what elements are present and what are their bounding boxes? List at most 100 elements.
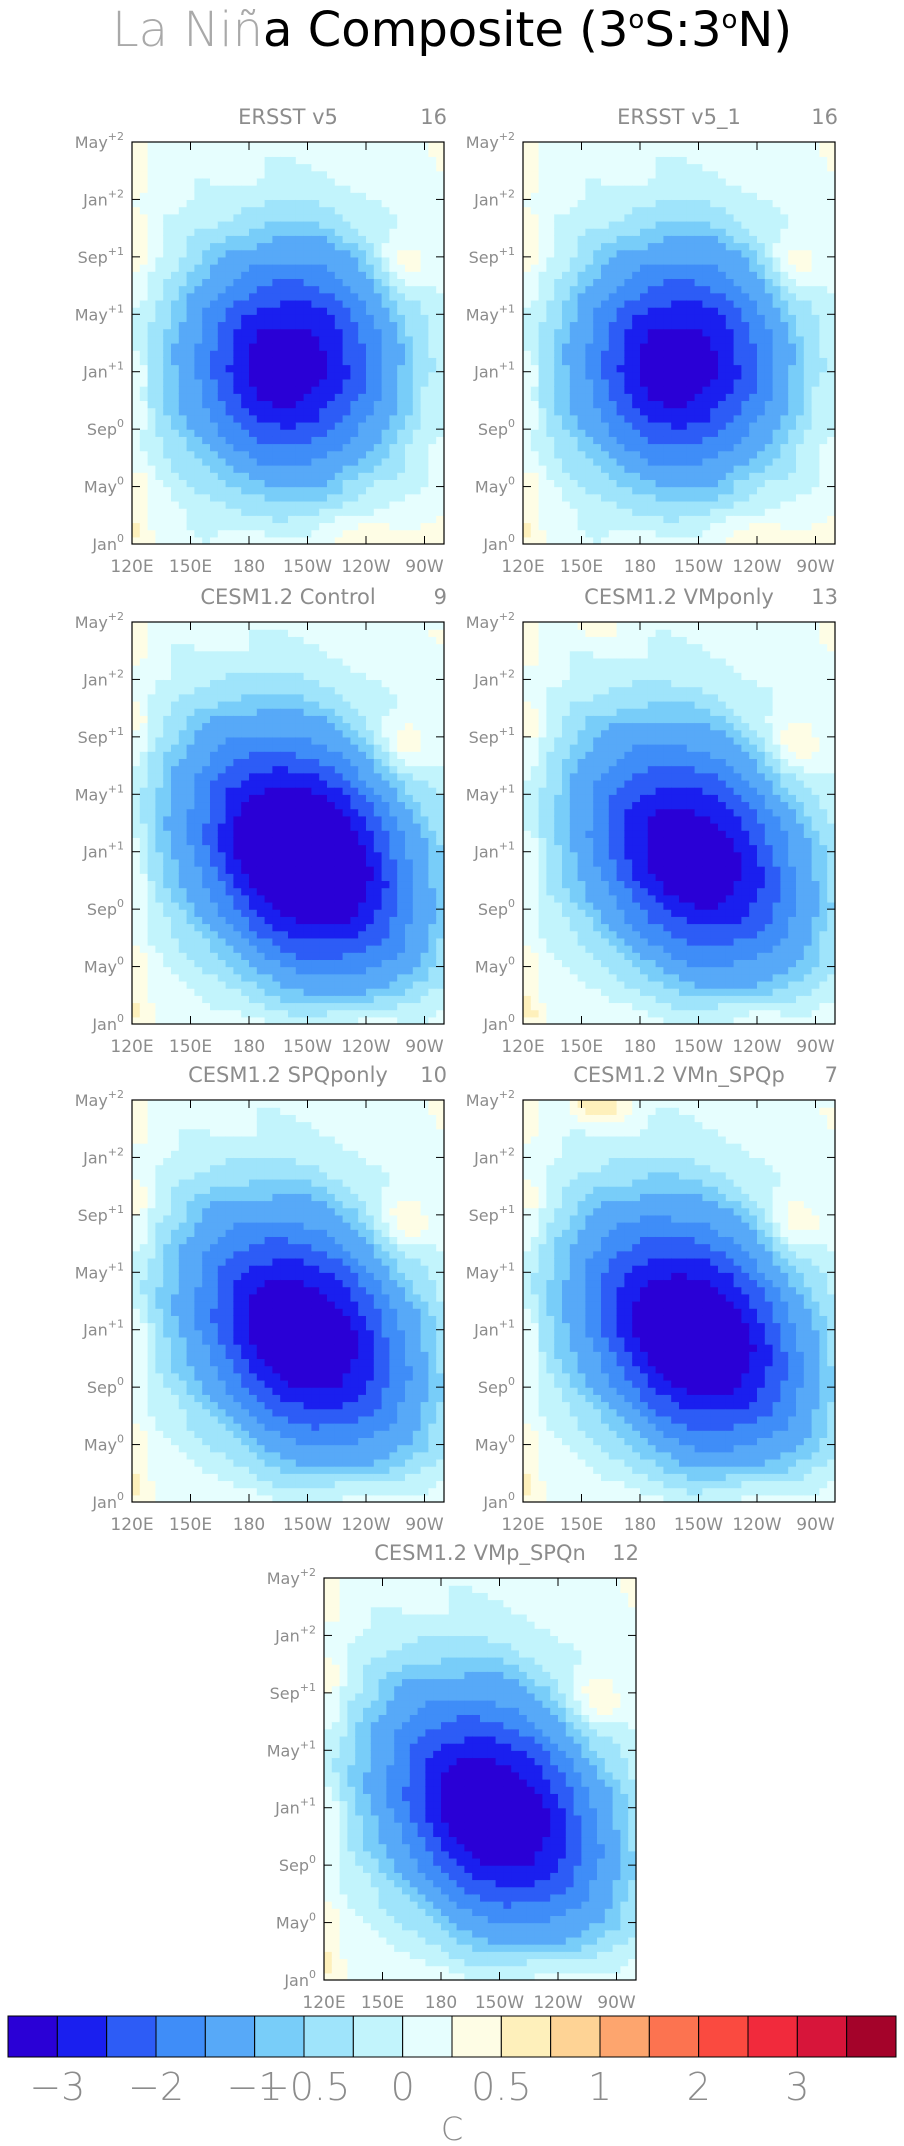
heatmap-cell [554, 213, 563, 222]
heatmap-cell [217, 256, 227, 265]
heatmap-cell [655, 515, 664, 524]
heatmap-cell [241, 529, 250, 538]
heatmap-cell [280, 249, 289, 258]
heatmap-cell [718, 536, 727, 545]
heatmap-cell [171, 335, 180, 344]
heatmap-cell [264, 278, 273, 287]
heatmap-cell [601, 500, 610, 509]
heatmap-cell [241, 314, 250, 323]
heatmap-cell [694, 185, 703, 193]
heatmap-cell [171, 1002, 180, 1011]
heatmap-cell [554, 335, 563, 344]
heatmap-cell [702, 163, 711, 172]
heatmap-cell [718, 386, 727, 394]
heatmap-cell [256, 386, 266, 394]
heatmap-cell [171, 686, 180, 695]
heatmap-cell [671, 292, 680, 301]
heatmap-cell [686, 536, 696, 545]
heatmap-cell [132, 264, 141, 272]
heatmap-cell [803, 522, 813, 531]
heatmap-cell [155, 622, 164, 630]
heatmap-cell [280, 493, 289, 502]
heatmap-cell [710, 149, 719, 157]
heatmap-cell [163, 479, 172, 488]
heatmap-cell [725, 436, 735, 445]
heatmap-cell [585, 350, 594, 358]
heatmap-cell [554, 220, 563, 229]
heatmap-cell [679, 493, 688, 502]
heatmap-cell [632, 386, 641, 394]
heatmap-cell [780, 529, 789, 538]
heatmap-cell [217, 177, 227, 186]
heatmap-cell [819, 472, 828, 480]
heatmap-cell [272, 465, 281, 473]
heatmap-cell [217, 213, 227, 222]
heatmap-cell [373, 156, 383, 165]
heatmap-cell [272, 378, 281, 387]
heatmap-cell [608, 235, 618, 244]
heatmap-cell [710, 465, 719, 473]
heatmap-cell [546, 472, 555, 480]
heatmap-cell [147, 679, 156, 688]
heatmap-cell [327, 465, 336, 473]
heatmap-cell [155, 479, 164, 488]
heatmap-cell [389, 199, 398, 208]
heatmap-cell [655, 328, 664, 337]
heatmap-cell [686, 256, 696, 265]
heatmap-cell [608, 220, 618, 229]
heatmap-cell [264, 206, 273, 215]
heatmap-cell [694, 386, 703, 394]
heatmap-cell [319, 515, 328, 524]
heatmap-cell [155, 457, 164, 466]
heatmap-cell [554, 156, 563, 165]
heatmap-cell [303, 271, 312, 279]
heatmap-cell [171, 177, 180, 186]
heatmap-cell [233, 314, 242, 323]
heatmap-cell [217, 436, 227, 445]
heatmap-cell [225, 292, 234, 301]
heatmap-cell [601, 465, 610, 473]
heatmap-cell [249, 407, 258, 416]
heatmap-cell [827, 249, 836, 258]
heatmap-cell [249, 307, 258, 315]
heatmap-cell [694, 177, 703, 186]
heatmap-cell [178, 636, 188, 645]
heatmap-cell [397, 486, 406, 495]
heatmap-cell [803, 421, 813, 430]
heatmap-cell [319, 163, 328, 172]
heatmap-cell [523, 457, 532, 466]
heatmap-cell [397, 500, 406, 509]
heatmap-cell [280, 457, 289, 466]
heatmap-cell [819, 192, 828, 201]
heatmap-cell [280, 142, 289, 150]
heatmap-cell [562, 156, 571, 165]
heatmap-cell [171, 170, 180, 179]
heatmap-cell [718, 278, 727, 287]
heatmap-cell [412, 292, 422, 301]
heatmap-cell [303, 156, 312, 165]
heatmap-cell [319, 335, 328, 344]
heatmap-cell [538, 256, 547, 265]
heatmap-cell [327, 314, 336, 323]
heatmap-cell [420, 328, 429, 337]
heatmap-cell [358, 350, 367, 358]
heatmap-cell [562, 170, 571, 179]
heatmap-cell [640, 486, 649, 495]
heatmap-cell [155, 937, 164, 946]
heatmap-cell [202, 457, 211, 466]
heatmap-cell [342, 378, 351, 387]
heatmap-cell [327, 350, 336, 358]
heatmap-cell [655, 343, 664, 351]
heatmap-cell [772, 235, 781, 244]
heatmap-cell [241, 235, 250, 244]
heatmap-cell [178, 357, 188, 366]
heatmap-cell [155, 779, 164, 788]
heatmap-cell [647, 170, 657, 179]
heatmap-cell [210, 185, 219, 193]
heatmap-cell [803, 314, 813, 323]
heatmap-cell [803, 414, 813, 423]
heatmap-cell [546, 249, 555, 258]
heatmap-cell [702, 436, 711, 445]
heatmap-cell [663, 457, 672, 466]
heatmap-cell [202, 364, 211, 373]
